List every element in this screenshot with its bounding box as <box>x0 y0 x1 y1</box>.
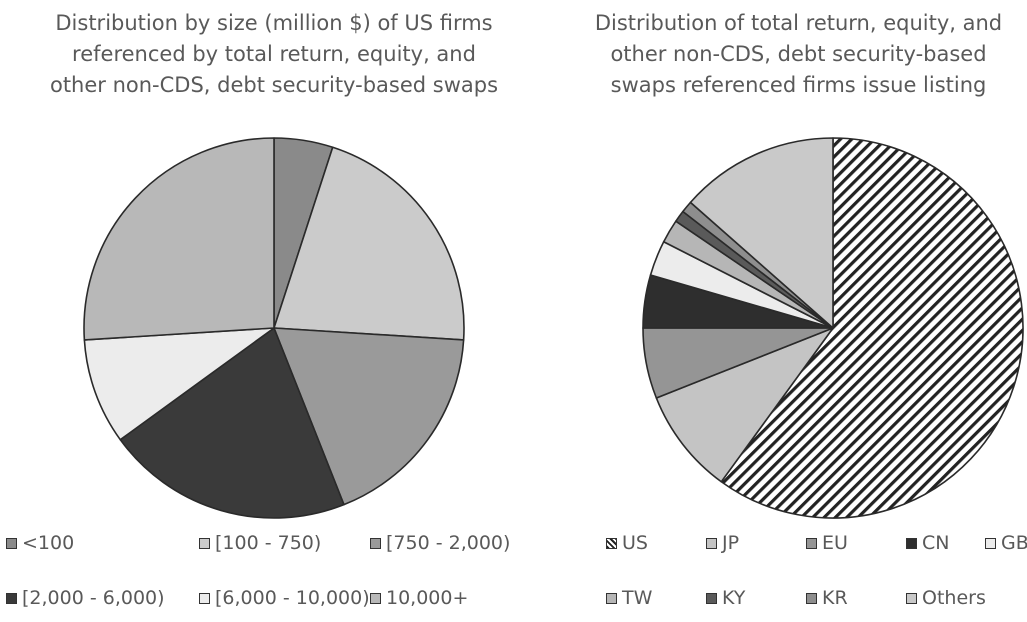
listing-distribution-chart: Distribution of total return, equity, an… <box>570 0 1027 622</box>
legend-swatch <box>706 592 717 604</box>
chart-title-line: referenced by total return, equity, and <box>72 42 476 66</box>
legend-swatch <box>806 592 817 604</box>
pie-slice-2-000-6-000 <box>119 327 345 519</box>
legend-swatch <box>985 537 996 549</box>
legend-label: US <box>622 532 648 554</box>
legend-swatch <box>199 537 210 549</box>
pie-slice-10-000 <box>83 137 275 341</box>
legend-swatch <box>706 537 717 549</box>
legend-swatch <box>906 537 917 549</box>
legend-item: GB <box>985 532 1027 554</box>
legend-label: CN <box>922 532 950 554</box>
legend-item: [750 - 2,000) <box>370 532 510 554</box>
pie-slice-jp <box>655 327 834 483</box>
pie-slice-100-750 <box>273 146 465 341</box>
legend-swatch <box>606 537 617 549</box>
legend-label: EU <box>822 532 848 554</box>
legend-item: 10,000+ <box>370 587 468 609</box>
legend-label: <100 <box>22 532 75 554</box>
chart-legend: US JP EU CN GB TW KY KR Others <box>570 524 1027 622</box>
listing-pie <box>642 137 1024 519</box>
legend-label: [2,000 - 6,000) <box>22 587 165 609</box>
legend-label: 10,000+ <box>386 587 469 609</box>
legend-swatch <box>606 592 617 604</box>
legend-item: [6,000 - 10,000) <box>199 587 370 609</box>
legend-swatch <box>370 537 381 549</box>
legend-label: KR <box>822 587 848 609</box>
size-pie <box>83 137 465 519</box>
legend-item: [100 - 750) <box>199 532 321 554</box>
pie-slice-6-000-10-000 <box>83 327 275 441</box>
legend-swatch <box>6 537 17 549</box>
legend-label: [100 - 750) <box>215 532 322 554</box>
legend-item: EU <box>806 532 848 554</box>
legend-swatch <box>806 537 817 549</box>
chart-title: Distribution of total return, equity, an… <box>570 8 1027 101</box>
legend-label: [6,000 - 10,000) <box>215 587 370 609</box>
legend-item: TW <box>606 587 652 609</box>
chart-legend: <100 [100 - 750) [750 - 2,000) [2,000 - 6,0… <box>0 524 548 622</box>
legend-swatch <box>370 592 381 604</box>
pie-slice-750-2-000 <box>273 327 465 506</box>
chart-title-line: Distribution of total return, equity, an… <box>594 11 1003 35</box>
chart-title: Distribution by size (million $) of US f… <box>0 8 548 101</box>
legend-item: KY <box>706 587 745 609</box>
chart-title-line: other non-CDS, debt security-based <box>610 42 987 66</box>
legend-item: Others <box>906 587 986 609</box>
legend-label: JP <box>722 532 740 554</box>
size-distribution-chart: Distribution by size (million $) of US f… <box>0 8 548 622</box>
legend-item: <100 <box>6 532 74 554</box>
legend-label: TW <box>622 587 653 609</box>
legend-item: JP <box>706 532 739 554</box>
legend-swatch <box>199 592 210 604</box>
legend-item: US <box>606 532 648 554</box>
chart-title-line: other non-CDS, debt security-based swaps <box>49 73 499 97</box>
legend-item: CN <box>906 532 949 554</box>
chart-title-line: Distribution by size (million $) of US f… <box>55 11 493 35</box>
legend-item: [2,000 - 6,000) <box>6 587 165 609</box>
legend-item: KR <box>806 587 848 609</box>
legend-swatch <box>906 592 917 604</box>
chart-title-line: swaps referenced firms issue listing <box>610 73 987 97</box>
legend-label: GB <box>1001 532 1027 554</box>
legend-label: KY <box>722 587 746 609</box>
pie-slice-others <box>689 137 834 329</box>
pie-slice-us <box>720 137 1024 519</box>
legend-label: [750 - 2,000) <box>386 532 511 554</box>
legend-swatch <box>6 592 17 604</box>
legend-label: Others <box>922 587 986 609</box>
